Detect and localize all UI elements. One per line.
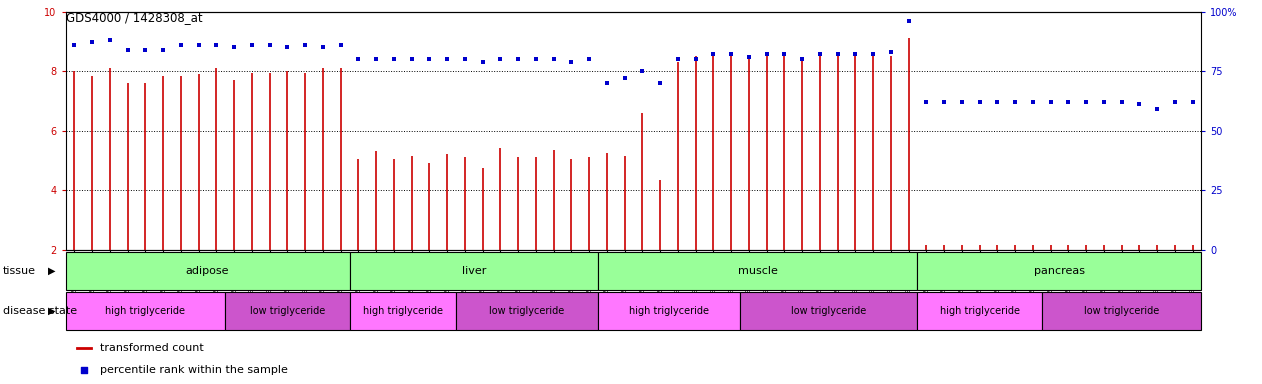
Point: [170, 42, 191, 48]
Bar: [66, 292, 226, 330]
Point: [1059, 99, 1079, 105]
Bar: [350, 292, 456, 330]
Point: [793, 56, 813, 62]
Point: [384, 56, 404, 62]
Point: [526, 56, 546, 62]
Point: [1147, 106, 1167, 112]
Point: [117, 46, 138, 53]
Point: [1094, 99, 1114, 105]
Point: [509, 56, 529, 62]
Point: [278, 44, 298, 50]
Bar: [917, 292, 1041, 330]
Point: [668, 56, 688, 62]
Point: [1005, 99, 1025, 105]
Point: [721, 51, 741, 58]
Point: [1129, 101, 1150, 108]
Text: high triglyceride: high triglyceride: [940, 306, 1020, 316]
Point: [632, 68, 652, 74]
Point: [934, 99, 954, 105]
Point: [437, 56, 457, 62]
Point: [135, 46, 155, 53]
Bar: [456, 292, 598, 330]
Text: GDS4000 / 1428308_at: GDS4000 / 1428308_at: [66, 12, 202, 25]
Point: [313, 44, 333, 50]
Text: adipose: adipose: [186, 266, 230, 276]
Point: [295, 42, 316, 48]
Point: [562, 58, 582, 65]
Point: [685, 56, 705, 62]
Point: [188, 42, 208, 48]
Point: [899, 18, 919, 24]
Point: [703, 51, 723, 58]
Point: [952, 99, 972, 105]
Bar: [226, 292, 350, 330]
Point: [225, 44, 245, 50]
Point: [73, 367, 93, 373]
Point: [260, 42, 280, 48]
Text: tissue: tissue: [3, 266, 35, 276]
Text: low triglyceride: low triglyceride: [791, 306, 867, 316]
Text: ▶: ▶: [48, 306, 56, 316]
Bar: [350, 252, 598, 290]
Point: [153, 46, 173, 53]
Point: [987, 99, 1007, 105]
Point: [419, 56, 439, 62]
Point: [242, 42, 262, 48]
Point: [828, 51, 848, 58]
Point: [597, 80, 617, 86]
Bar: [598, 252, 917, 290]
Point: [881, 49, 901, 55]
Bar: [740, 292, 917, 330]
Point: [454, 56, 475, 62]
Text: ▶: ▶: [48, 266, 56, 276]
Point: [756, 51, 776, 58]
Point: [331, 42, 351, 48]
Point: [916, 99, 936, 105]
Text: muscle: muscle: [738, 266, 777, 276]
Point: [207, 42, 227, 48]
Point: [810, 51, 830, 58]
Text: pancreas: pancreas: [1034, 266, 1085, 276]
Text: percentile rank within the sample: percentile rank within the sample: [100, 365, 288, 375]
Point: [738, 54, 758, 60]
Point: [579, 56, 599, 62]
Bar: [66, 252, 350, 290]
Point: [846, 51, 866, 58]
Point: [775, 51, 795, 58]
Point: [969, 99, 989, 105]
Point: [366, 56, 386, 62]
Text: high triglyceride: high triglyceride: [628, 306, 709, 316]
Point: [100, 37, 120, 43]
Bar: [1041, 292, 1201, 330]
Point: [1022, 99, 1042, 105]
Point: [1182, 99, 1203, 105]
Point: [491, 56, 511, 62]
Text: liver: liver: [462, 266, 486, 276]
Text: low triglyceride: low triglyceride: [1084, 306, 1160, 316]
Text: disease state: disease state: [3, 306, 77, 316]
Text: high triglyceride: high triglyceride: [106, 306, 186, 316]
Point: [615, 75, 635, 81]
Bar: [917, 252, 1201, 290]
Point: [650, 80, 670, 86]
Point: [1040, 99, 1060, 105]
Point: [472, 58, 492, 65]
Text: high triglyceride: high triglyceride: [362, 306, 443, 316]
Point: [348, 56, 369, 62]
Point: [64, 42, 85, 48]
Point: [1076, 99, 1097, 105]
Text: transformed count: transformed count: [100, 343, 203, 353]
Bar: [598, 292, 740, 330]
Point: [863, 51, 883, 58]
Point: [401, 56, 422, 62]
Point: [82, 40, 102, 46]
Text: low triglyceride: low triglyceride: [490, 306, 564, 316]
Point: [1112, 99, 1132, 105]
Point: [1165, 99, 1185, 105]
Point: [544, 56, 564, 62]
Text: low triglyceride: low triglyceride: [250, 306, 326, 316]
